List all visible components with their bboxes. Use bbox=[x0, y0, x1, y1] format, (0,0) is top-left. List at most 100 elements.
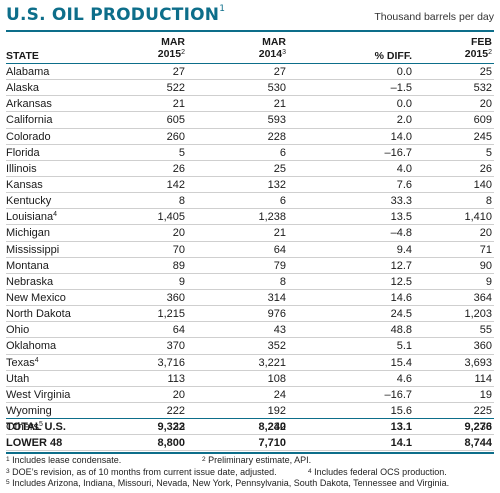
cell-state-name: Colorado bbox=[6, 130, 51, 143]
total-pct-diff: 14.1 bbox=[390, 437, 412, 449]
header-mar-2014-note: 3 bbox=[282, 49, 286, 56]
cell-mar-2014: 64 bbox=[273, 243, 286, 256]
cell-state: Louisiana4 bbox=[6, 209, 57, 225]
cell-feb-2015: 245 bbox=[473, 130, 492, 143]
cell-mar-2014: 593 bbox=[267, 114, 286, 127]
header-feb-2015-year: 2015 bbox=[464, 48, 489, 60]
cell-state: Alaska bbox=[6, 80, 39, 96]
cell-state: New Mexico bbox=[6, 290, 66, 306]
table-row: Montana 89 79 12.7 90 bbox=[6, 258, 494, 274]
footnote-line-3: 5 Includes Arizona, Indiana, Missouri, N… bbox=[6, 478, 494, 490]
cell-state-name: Arkansas bbox=[6, 98, 52, 111]
totals-rule bbox=[6, 418, 494, 419]
cell-mar-2015: 260 bbox=[166, 130, 185, 143]
header-feb-2015-note: 2 bbox=[488, 49, 492, 56]
cell-state: Oklahoma bbox=[6, 338, 56, 354]
cell-pct-diff: 4.0 bbox=[396, 162, 412, 175]
table-row: Alaska 522 530 –1.5 532 bbox=[6, 80, 494, 97]
cell-mar-2014: 192 bbox=[267, 404, 286, 417]
cell-mar-2015: 222 bbox=[166, 404, 185, 417]
cell-state-note: 4 bbox=[53, 211, 57, 219]
cell-feb-2015: 90 bbox=[479, 259, 492, 272]
cell-mar-2014: 228 bbox=[267, 130, 286, 143]
total-label: TOTAL U.S. bbox=[6, 421, 66, 433]
cell-mar-2015: 64 bbox=[172, 324, 185, 337]
cell-pct-diff: 13.5 bbox=[390, 211, 412, 224]
cell-state-name: Kansas bbox=[6, 178, 43, 191]
cell-state: Others5 bbox=[6, 419, 43, 435]
cell-pct-diff: 3.1 bbox=[396, 421, 412, 434]
cell-feb-2015: 8 bbox=[485, 195, 492, 208]
cell-state-name: Louisiana bbox=[6, 211, 54, 224]
cell-state-name: Wyoming bbox=[6, 404, 52, 417]
cell-feb-2015: 25 bbox=[479, 66, 492, 78]
title-footnote-mark: 1 bbox=[219, 4, 226, 14]
cell-feb-2015: 33 bbox=[479, 421, 492, 434]
header-mar-2015-note: 2 bbox=[181, 49, 185, 56]
cell-mar-2014: 21 bbox=[273, 227, 286, 240]
footnote-5-mark: 5 bbox=[6, 479, 10, 486]
cell-state: North Dakota bbox=[6, 306, 71, 322]
cell-mar-2014: 6 bbox=[279, 195, 286, 208]
table-row: Colorado 260 228 14.0 245 bbox=[6, 129, 494, 145]
cell-mar-2014: 25 bbox=[273, 162, 286, 175]
cell-pct-diff: 0.0 bbox=[396, 98, 412, 111]
cell-feb-2015: 19 bbox=[479, 388, 492, 401]
cell-state: Mississippi bbox=[6, 242, 59, 258]
page-title: U.S. OIL PRODUCTION1 bbox=[6, 4, 226, 25]
cell-pct-diff: 2.0 bbox=[396, 114, 412, 127]
cell-feb-2015: 114 bbox=[474, 372, 492, 385]
cell-pct-diff: –16.7 bbox=[384, 388, 412, 401]
table-row: Ohio 64 43 48.8 55 bbox=[6, 322, 494, 339]
table-row: Kansas 142 132 7.6 140 bbox=[6, 177, 494, 194]
cell-mar-2014: 3,221 bbox=[258, 356, 286, 369]
table-row: California 605 593 2.0 609 bbox=[6, 112, 494, 129]
cell-feb-2015: 1,410 bbox=[464, 211, 492, 224]
header-mar-2014-line1: MAR bbox=[262, 36, 286, 48]
table-row: Utah 113 108 4.6 114 bbox=[6, 371, 494, 387]
cell-state: Kansas bbox=[6, 177, 43, 193]
table-row: North Dakota 1,215 976 24.5 1,203 bbox=[6, 306, 494, 323]
cell-mar-2015: 89 bbox=[172, 259, 185, 272]
header-feb-2015-line1: FEB bbox=[471, 36, 492, 48]
total-mar-2015: 9,322 bbox=[157, 421, 185, 433]
total-pct-diff: 13.1 bbox=[390, 421, 412, 433]
bottom-rule bbox=[6, 452, 494, 454]
units-label: Thousand barrels per day bbox=[374, 11, 494, 23]
cell-state-name: Montana bbox=[6, 259, 49, 272]
cell-state-name: Kentucky bbox=[6, 195, 52, 208]
cell-state-name: Mississippi bbox=[6, 243, 60, 256]
table-row: Louisiana4 1,405 1,238 13.5 1,410 bbox=[6, 209, 494, 226]
cell-state: Michigan bbox=[6, 225, 50, 241]
table-row: Mississippi 70 64 9.4 71 bbox=[6, 242, 494, 258]
header-mar-2015-line1: MAR bbox=[161, 36, 185, 48]
cell-state-name: North Dakota bbox=[6, 308, 71, 321]
table-row: Wyoming 222 192 15.6 225 bbox=[6, 403, 494, 420]
cell-mar-2015: 33 bbox=[172, 421, 185, 434]
cell-state-name: Illinois bbox=[6, 162, 37, 175]
cell-mar-2014: 43 bbox=[273, 324, 286, 337]
footnote-1: 1 Includes lease condensate. bbox=[6, 455, 121, 467]
cell-state-name: Others bbox=[6, 421, 40, 434]
header-feb-2015: FEB 20152 bbox=[465, 36, 492, 60]
cell-feb-2015: 55 bbox=[479, 324, 492, 337]
table-row: Michigan 20 21 –4.8 20 bbox=[6, 225, 494, 242]
table-row: Illinois 26 25 4.0 26 bbox=[6, 161, 494, 177]
cell-pct-diff: 33.3 bbox=[390, 195, 412, 208]
cell-state-name: Texas bbox=[6, 356, 35, 369]
cell-mar-2015: 26 bbox=[172, 162, 185, 175]
cell-mar-2014: 21 bbox=[273, 98, 286, 111]
footnote-4-text: Includes federal OCS production. bbox=[314, 466, 447, 477]
table-row: Kentucky 8 6 33.3 8 bbox=[6, 193, 494, 210]
cell-state: Illinois bbox=[6, 161, 37, 177]
cell-state-name: Michigan bbox=[6, 227, 51, 240]
cell-mar-2014: 976 bbox=[267, 308, 286, 321]
cell-feb-2015: 1,203 bbox=[464, 308, 492, 321]
cell-mar-2015: 9 bbox=[178, 275, 185, 288]
cell-mar-2015: 370 bbox=[166, 340, 185, 353]
cell-state: Utah bbox=[6, 371, 29, 387]
table-row: Arkansas 21 21 0.0 20 bbox=[6, 96, 494, 113]
footnote-3-mark: 3 bbox=[6, 467, 10, 475]
cell-state-note: 5 bbox=[39, 421, 43, 429]
total-mar-2015: 8,800 bbox=[157, 437, 185, 449]
